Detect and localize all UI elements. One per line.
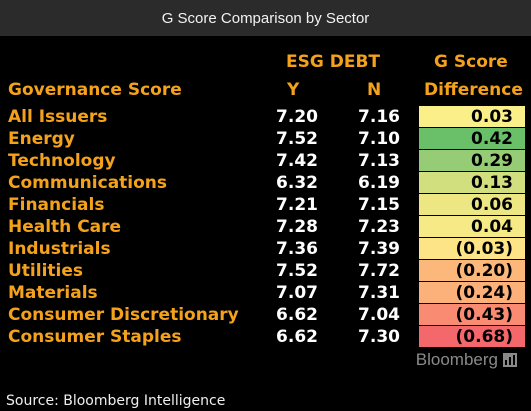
g-score-difference-cell: 0.42 bbox=[419, 128, 525, 150]
chart-title-bar: G Score Comparison by Sector bbox=[0, 0, 531, 36]
esg-debt-n-value: 7.23 bbox=[358, 217, 400, 237]
esg-debt-y-value: 7.36 bbox=[276, 239, 318, 259]
table-row: Industrials 7.36 7.39 (0.03) bbox=[0, 238, 531, 260]
esg-debt-n-value: 7.72 bbox=[358, 261, 400, 281]
table-row: Technology 7.42 7.13 0.29 bbox=[0, 150, 531, 172]
bar-chart-icon bbox=[503, 353, 517, 367]
esg-debt-n-value: 7.13 bbox=[358, 151, 400, 171]
esg-debt-n-value: 7.16 bbox=[358, 107, 400, 127]
sector-label: Energy bbox=[8, 129, 75, 149]
g-score-difference-cell: 0.04 bbox=[419, 216, 525, 238]
g-score-difference-cell: (0.68) bbox=[419, 326, 525, 348]
esg-debt-y-value: 7.52 bbox=[276, 129, 318, 149]
table-row: Energy 7.52 7.10 0.42 bbox=[0, 128, 531, 150]
esg-debt-n-value: 7.15 bbox=[358, 195, 400, 215]
header-g-score: G Score bbox=[434, 52, 508, 72]
table-row: Materials 7.07 7.31 (0.24) bbox=[0, 282, 531, 304]
esg-debt-y-value: 7.52 bbox=[276, 261, 318, 281]
esg-debt-y-value: 6.62 bbox=[276, 305, 318, 325]
brand-label: Bloomberg bbox=[415, 350, 498, 369]
sector-label: Materials bbox=[8, 283, 98, 303]
g-score-difference-cell: 0.13 bbox=[419, 172, 525, 194]
g-score-difference-cell: (0.03) bbox=[419, 238, 525, 260]
table-body: All Issuers 7.20 7.16 0.03 Energy 7.52 7.10 0.4… bbox=[0, 106, 531, 348]
esg-debt-y-value: 7.21 bbox=[276, 195, 318, 215]
sector-label: Health Care bbox=[8, 217, 122, 237]
header-y: Y bbox=[287, 80, 300, 100]
sector-label: Utilities bbox=[8, 261, 84, 281]
esg-debt-y-value: 7.20 bbox=[276, 107, 318, 127]
esg-debt-n-value: 7.39 bbox=[358, 239, 400, 259]
esg-debt-n-value: 7.31 bbox=[358, 283, 400, 303]
header-n: N bbox=[367, 80, 382, 100]
g-score-difference-cell: (0.24) bbox=[419, 282, 525, 304]
table-row: Utilities 7.52 7.72 (0.20) bbox=[0, 260, 531, 282]
g-score-difference-cell: (0.43) bbox=[419, 304, 525, 326]
esg-debt-y-value: 7.42 bbox=[276, 151, 318, 171]
table-row: Financials 7.21 7.15 0.06 bbox=[0, 194, 531, 216]
chart-title: G Score Comparison by Sector bbox=[161, 9, 370, 27]
esg-debt-y-value: 6.62 bbox=[276, 327, 318, 347]
esg-debt-y-value: 7.28 bbox=[276, 217, 318, 237]
esg-debt-n-value: 7.10 bbox=[358, 129, 400, 149]
header-governance-score: Governance Score bbox=[8, 80, 182, 100]
table-header: Governance Score ESG DEBT Y N G Score Di… bbox=[0, 46, 531, 102]
sector-label: Technology bbox=[8, 151, 116, 171]
sector-label: Industrials bbox=[8, 239, 111, 259]
esg-debt-y-value: 7.07 bbox=[276, 283, 318, 303]
sector-label: Communications bbox=[8, 173, 168, 193]
esg-debt-n-value: 7.04 bbox=[358, 305, 400, 325]
g-score-difference-cell: 0.29 bbox=[419, 150, 525, 172]
sector-label: Financials bbox=[8, 195, 105, 215]
table-row: All Issuers 7.20 7.16 0.03 bbox=[0, 106, 531, 128]
esg-debt-n-value: 7.30 bbox=[358, 327, 400, 347]
table-row: Communications 6.32 6.19 0.13 bbox=[0, 172, 531, 194]
esg-debt-y-value: 6.32 bbox=[276, 173, 318, 193]
table-row: Consumer Staples 6.62 7.30 (0.68) bbox=[0, 326, 531, 348]
bloomberg-watermark: Bloomberg bbox=[416, 350, 517, 370]
esg-debt-n-value: 6.19 bbox=[358, 173, 400, 193]
sector-label: All Issuers bbox=[8, 107, 108, 127]
g-score-difference-cell: 0.06 bbox=[419, 194, 525, 216]
source-note: Source: Bloomberg Intelligence bbox=[6, 393, 226, 409]
table-row: Health Care 7.28 7.23 0.04 bbox=[0, 216, 531, 238]
sector-label: Consumer Staples bbox=[8, 327, 182, 347]
g-score-difference-cell: (0.20) bbox=[419, 260, 525, 282]
sector-label: Consumer Discretionary bbox=[8, 305, 239, 325]
score-table: Governance Score ESG DEBT Y N G Score Di… bbox=[0, 44, 531, 380]
g-score-difference-cell: 0.03 bbox=[419, 106, 525, 128]
header-esg-debt: ESG DEBT bbox=[286, 52, 381, 72]
header-difference: Difference bbox=[424, 80, 523, 100]
table-row: Consumer Discretionary 6.62 7.04 (0.43) bbox=[0, 304, 531, 326]
